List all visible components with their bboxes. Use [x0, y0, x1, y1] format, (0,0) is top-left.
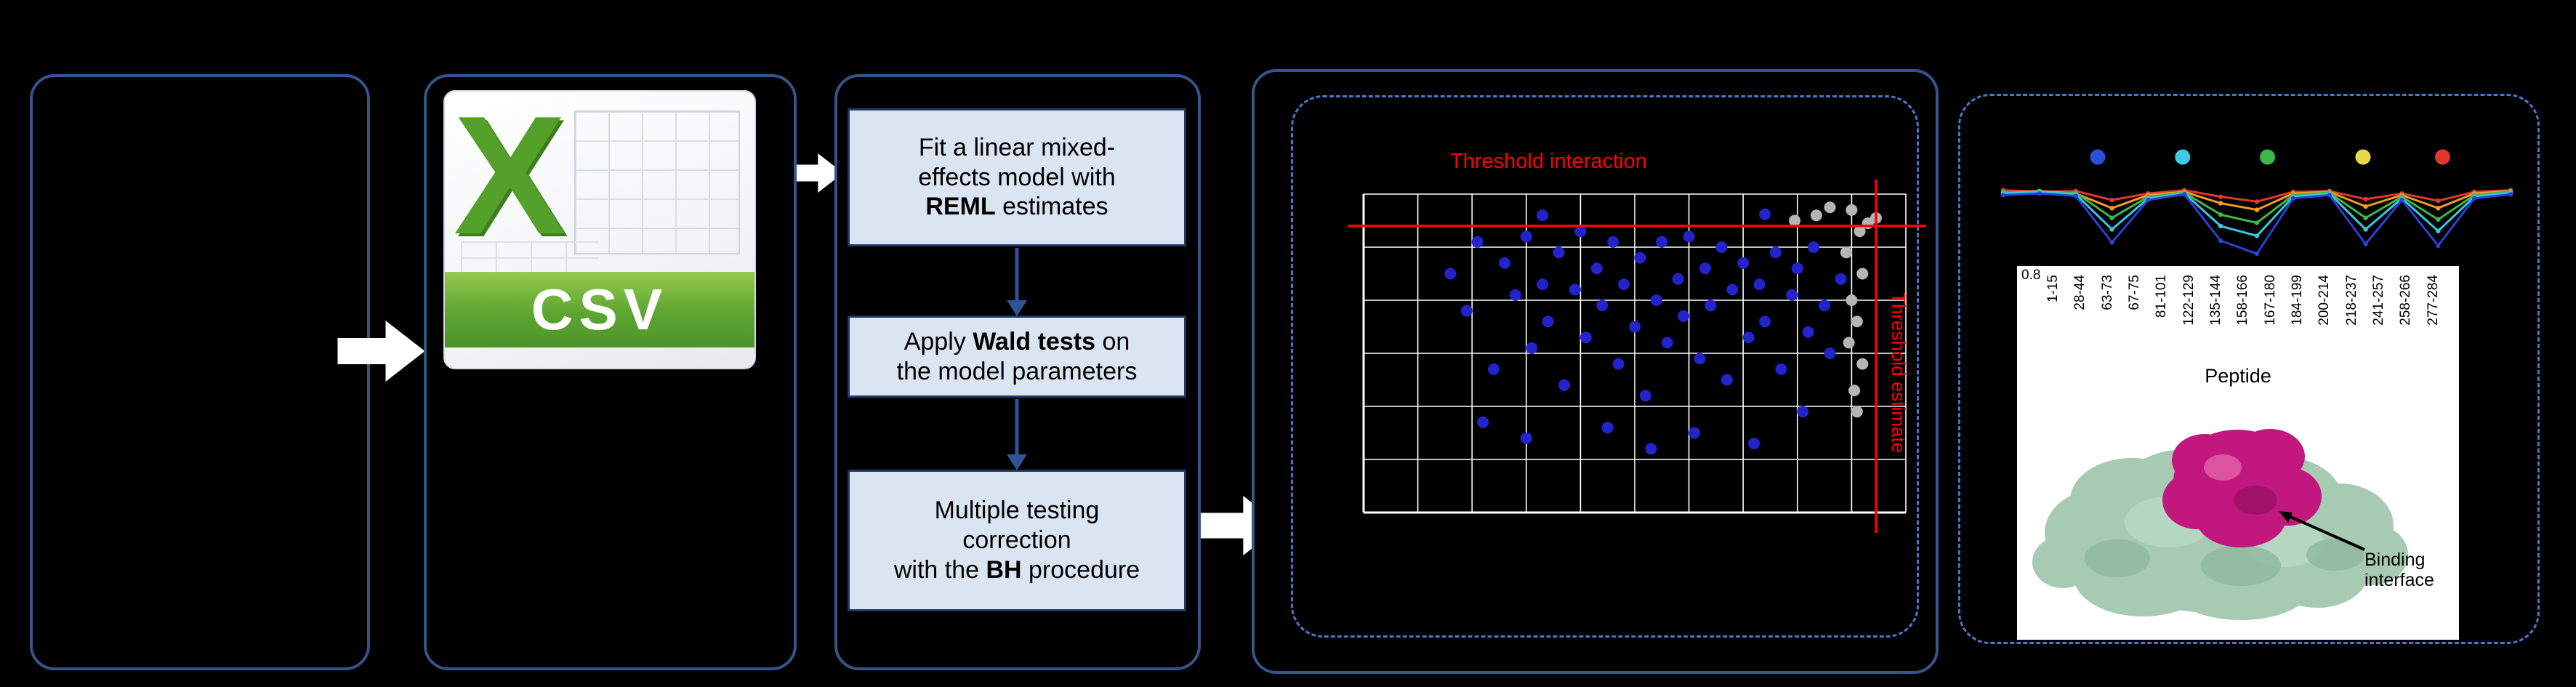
peptide-figure-panel: 0.8 1-15 28-44 63-73 67-75 81-101 122-129 135-…: [2017, 266, 2459, 640]
peptide-tick-label: 258-266: [2398, 275, 2414, 326]
arrow-down-icon: [1007, 248, 1027, 316]
peptide-tick-label: 158-166: [2235, 275, 2251, 326]
panel-raw-data: [30, 74, 370, 670]
results-dashed-frame: [1291, 95, 1919, 638]
csv-spreadsheet-grid: [461, 241, 599, 273]
protein-structure-image: [2032, 429, 2408, 620]
uptake-line-chart: [2000, 149, 2513, 257]
binding-interface-label: Binding interface: [2364, 550, 2434, 590]
peptide-tick-label: 241-257: [2371, 275, 2387, 326]
csv-label: CSV: [531, 277, 669, 342]
peptide-tick-label: 167-180: [2262, 275, 2278, 326]
y-tick-label: 0.8: [2021, 268, 2041, 283]
peptide-tick-label: 135-144: [2208, 275, 2224, 326]
peptide-tick-label: 200-214: [2317, 275, 2333, 326]
csv-spreadsheet-grid: [574, 111, 740, 254]
csv-file-icon: X CSV: [443, 90, 756, 369]
peptide-tick-label: 218-237: [2343, 275, 2359, 326]
peptide-tick-label: 184-199: [2290, 275, 2306, 326]
scatter-plot: [1348, 180, 1926, 533]
peptide-tick-label: 63-73: [2099, 275, 2115, 310]
binding-interface-arrow: [2279, 511, 2365, 551]
excel-x-logo: X: [454, 90, 566, 270]
peptide-axis-title: Peptide: [2205, 365, 2271, 387]
peptide-tick-label: 81-101: [2154, 275, 2170, 318]
threshold-interaction-label: Threshold interaction: [1450, 150, 1647, 173]
peptide-axis-ticks: 1-15 28-44 63-73 67-75 81-101 122-129 135-144 1…: [2045, 275, 2441, 356]
arrow-right-icon: [337, 321, 425, 382]
arrow-right-icon: [787, 153, 843, 193]
step-wald-tests: Apply Wald tests on the model parameters: [848, 316, 1186, 398]
peptide-tick-label: 28-44: [2072, 275, 2088, 310]
panel-results: [1252, 69, 1939, 674]
peptide-tick-label: 67-75: [2127, 275, 2143, 310]
peptide-tick-label: 122-129: [2181, 275, 2197, 326]
peptide-tick-label: 1-15: [2045, 275, 2061, 303]
step-fit-mixed-model: Fit a linear mixed-effects model with REM…: [848, 108, 1186, 246]
csv-banner: CSV: [445, 272, 754, 347]
panel-biology: [1958, 94, 2540, 644]
step-bh-correction: Multiple testing correction with the BH pr…: [848, 470, 1186, 611]
threshold-estimate-label: Threshold estimate: [1888, 292, 1909, 454]
arrow-down-icon: [1007, 399, 1027, 470]
binding-interface-region: [2162, 429, 2322, 547]
csv-page: X CSV: [443, 90, 756, 369]
peptide-tick-label: 277-284: [2425, 275, 2441, 326]
